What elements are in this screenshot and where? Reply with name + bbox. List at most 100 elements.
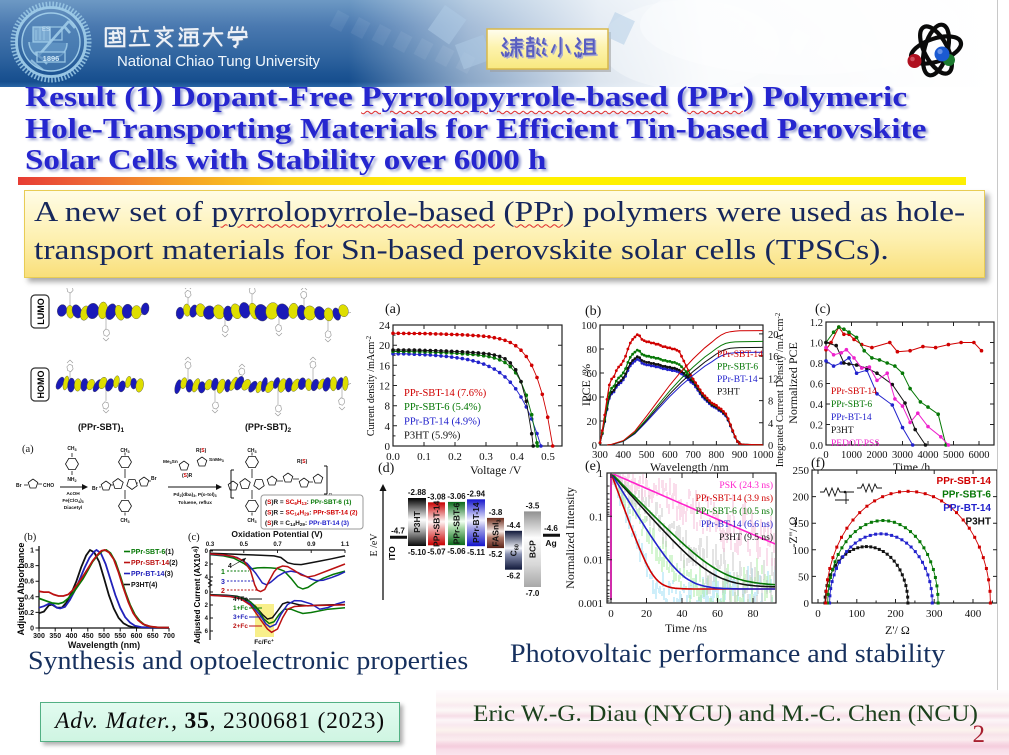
svg-text:24: 24 [379, 320, 391, 332]
svg-text:PPr-SBT-6 (10.5 ns): PPr-SBT-6 (10.5 ns) [696, 506, 773, 517]
svg-text:2+Fc: 2+Fc [233, 623, 248, 630]
svg-text:CH3: CH3 [247, 448, 256, 454]
svg-text:CH3: CH3 [120, 518, 129, 524]
svg-text:0: 0 [205, 590, 209, 596]
svg-text:300: 300 [33, 633, 45, 640]
svg-text:Current density /mAcm-2: Current density /mAcm-2 [365, 335, 377, 436]
svg-text:12: 12 [768, 374, 779, 385]
svg-text:(S)R = SC14H29: PPr-SBT-14 (2): (S)R = SC14H29: PPr-SBT-14 (2) [265, 510, 358, 517]
svg-text:R(S): R(S) [196, 448, 207, 454]
svg-text:450: 450 [82, 633, 94, 640]
svg-text:LUMO: LUMO [36, 298, 46, 325]
svg-text:300: 300 [592, 450, 608, 461]
svg-text:400: 400 [615, 450, 631, 461]
svg-text:1: 1 [221, 569, 225, 576]
svg-text:(PPr-SBT)1: (PPr-SBT)1 [78, 422, 125, 434]
svg-text:PPr-BT-14 (6.6 ns): PPr-BT-14 (6.6 ns) [701, 519, 773, 530]
svg-text:60: 60 [712, 608, 724, 620]
svg-text:1000: 1000 [753, 450, 774, 461]
svg-text:100: 100 [849, 608, 866, 620]
svg-text:8: 8 [768, 397, 773, 408]
svg-text:PPr-SBT-14: PPr-SBT-14 [937, 476, 992, 487]
svg-text:20: 20 [379, 340, 391, 352]
svg-text:100: 100 [793, 545, 810, 557]
svg-text:20: 20 [641, 608, 653, 620]
svg-text:0.6: 0.6 [810, 380, 823, 391]
svg-text:1000: 1000 [841, 450, 862, 461]
svg-text:0.0: 0.0 [810, 441, 823, 452]
svg-text:Normalized PCE: Normalized PCE [786, 342, 800, 424]
svg-text:(f): (f) [811, 456, 825, 471]
svg-text:0.5: 0.5 [541, 451, 555, 463]
svg-text:16: 16 [379, 360, 391, 372]
svg-text:-3.5: -3.5 [526, 501, 540, 510]
svg-text:4: 4 [205, 575, 209, 581]
svg-text:0.7: 0.7 [273, 542, 282, 548]
svg-text:PPr-SBT-6: PPr-SBT-6 [717, 363, 758, 373]
svg-text:P3HT: P3HT [412, 510, 422, 533]
svg-text:PSK (24.3 ns): PSK (24.3 ns) [719, 480, 773, 491]
svg-text:(PPr-SBT)2: (PPr-SBT)2 [245, 422, 292, 434]
svg-text:4: 4 [385, 421, 391, 433]
svg-text:PPr-SBT-14 (7.6%): PPr-SBT-14 (7.6%) [404, 388, 487, 399]
svg-text:PPr-SBT-14: PPr-SBT-14 [432, 500, 442, 547]
svg-text:2: 2 [221, 588, 225, 595]
svg-text:0.1: 0.1 [417, 451, 431, 463]
svg-text:900: 900 [732, 450, 748, 461]
svg-text:SnMe3: SnMe3 [209, 457, 224, 463]
svg-text:0.1: 0.1 [589, 511, 603, 523]
svg-text:PPr-SBT-14(2): PPr-SBT-14(2) [131, 560, 178, 567]
svg-text:3: 3 [221, 579, 225, 586]
svg-text:PPr-SBT-6: PPr-SBT-6 [452, 502, 462, 544]
svg-text:(a): (a) [385, 302, 401, 317]
svg-text:Adjusted Absorbance: Adjusted Absorbance [16, 543, 26, 636]
svg-text:100: 100 [581, 321, 597, 332]
svg-text:Br: Br [92, 486, 98, 492]
svg-text:200: 200 [887, 608, 904, 620]
svg-text:700: 700 [685, 450, 701, 461]
svg-text:PPr-SBT-6(1): PPr-SBT-6(1) [131, 549, 174, 556]
svg-text:-3.8: -3.8 [489, 508, 503, 517]
svg-text:Adjusted Current (AX10-6): Adjusted Current (AX10-6) [191, 546, 203, 644]
svg-text:400: 400 [965, 608, 982, 620]
svg-text:Z'/ Ω: Z'/ Ω [885, 623, 910, 637]
svg-text:1896: 1896 [43, 54, 60, 63]
svg-text:20: 20 [768, 330, 779, 341]
svg-text:600: 600 [662, 450, 678, 461]
svg-text:150: 150 [793, 518, 810, 530]
svg-text:1.0: 1.0 [810, 339, 823, 350]
svg-text:PPr-SBT-6 (5.4%): PPr-SBT-6 (5.4%) [404, 402, 481, 413]
svg-text:0.4: 0.4 [24, 594, 34, 601]
svg-text:0: 0 [608, 608, 614, 620]
svg-text:0: 0 [815, 608, 821, 620]
svg-text:Fe(ClO4)3: Fe(ClO4)3 [62, 498, 83, 504]
svg-text:Oxidation Potential (V): Oxidation Potential (V) [231, 529, 322, 539]
svg-text:P3HT (5.9%): P3HT (5.9%) [404, 431, 461, 442]
svg-text:E /eV: E /eV [369, 533, 380, 557]
svg-text:PPr-BT-14: PPr-BT-14 [471, 502, 481, 543]
svg-text:0.3: 0.3 [206, 542, 215, 548]
svg-text:NH2: NH2 [67, 477, 76, 483]
svg-text:0.6: 0.6 [24, 579, 34, 586]
svg-text:50: 50 [798, 571, 810, 583]
svg-text:0.001: 0.001 [578, 598, 603, 610]
svg-text:40: 40 [587, 393, 598, 404]
svg-text:IPCE /%: IPCE /% [579, 364, 593, 406]
svg-text:P3HT: P3HT [717, 388, 740, 398]
svg-text:0.4: 0.4 [510, 451, 524, 463]
svg-text:550: 550 [114, 633, 126, 640]
svg-text:4000: 4000 [918, 450, 939, 461]
svg-text:CHO: CHO [43, 483, 54, 489]
svg-text:0.4: 0.4 [810, 400, 824, 411]
svg-text:FASnI3: FASnI3 [491, 519, 503, 546]
svg-text:(e): (e) [585, 459, 601, 474]
svg-text:ITO: ITO [387, 546, 397, 560]
svg-text:2: 2 [205, 603, 209, 609]
svg-text:80: 80 [587, 345, 598, 356]
svg-text:-7.0: -7.0 [526, 589, 540, 598]
svg-text:16: 16 [768, 352, 779, 363]
svg-text:Br: Br [151, 476, 157, 482]
svg-text:1: 1 [30, 548, 34, 555]
svg-text:500: 500 [98, 633, 110, 640]
svg-text:National Chiao Tung University: National Chiao Tung University [117, 53, 321, 70]
